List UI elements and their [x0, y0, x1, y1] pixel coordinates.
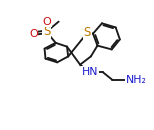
- Text: S: S: [43, 25, 50, 38]
- Text: S: S: [84, 26, 91, 39]
- Text: NH₂: NH₂: [126, 75, 147, 85]
- Text: O: O: [29, 29, 38, 39]
- Text: HN: HN: [81, 67, 98, 77]
- Text: O: O: [42, 17, 51, 27]
